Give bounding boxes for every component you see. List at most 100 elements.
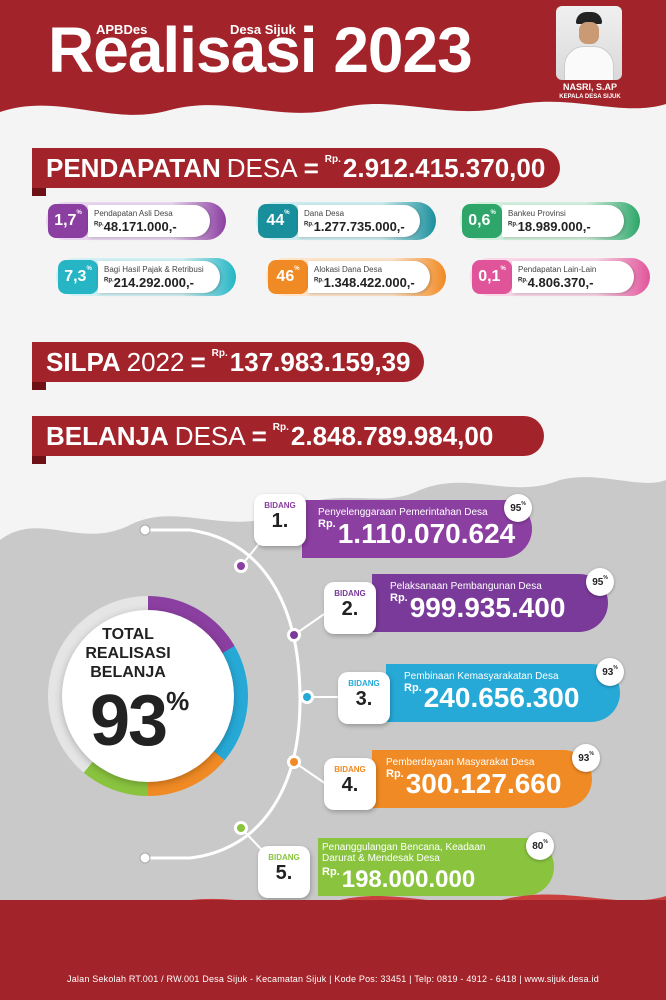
- bidang-number-badge: BIDANG 1.: [254, 494, 306, 546]
- belanja-equals: =: [251, 420, 267, 451]
- income-card: 0,6% Bankeu Provinsi Rp.18.989.000,-: [460, 202, 640, 240]
- bidang-number-badge: BIDANG 3.: [338, 672, 390, 724]
- silpa-banner: SILPA 2022 = Rp. 137.983.159,39: [32, 342, 424, 382]
- bidang-percent: 95%: [504, 494, 532, 522]
- income-card-body: Pendapatan Asli Desa Rp.48.171.000,-: [88, 205, 210, 237]
- belanja-amount: 2.848.789.984,00: [290, 420, 494, 451]
- income-card: 7,3% Bagi Hasil Pajak & Retribusi Rp.214.2…: [56, 258, 236, 296]
- bidang-amount: Rp.240.656.300: [404, 682, 580, 713]
- bidang-number-badge: BIDANG 4.: [324, 758, 376, 810]
- belanja-label: BELANJA: [46, 420, 169, 451]
- income-value: Rp.1.348.422.000,-: [314, 275, 415, 290]
- bidang-number: 1.: [271, 510, 289, 532]
- banner-fold: [32, 380, 46, 390]
- bidang-name: Penyelenggaraan Pemerintahan Desa: [318, 507, 488, 518]
- bidang-number-badge: BIDANG 2.: [324, 582, 376, 634]
- bidang-item: BIDANG 4. Pemberdayaan Masyarakat Desa Rp.3…: [324, 744, 600, 810]
- income-label: Bagi Hasil Pajak & Retribusi: [104, 265, 204, 274]
- income-percent: 46%: [268, 260, 308, 294]
- income-card: 44% Dana Desa Rp.1.277.735.000,-: [256, 202, 436, 240]
- total-realisasi-label: TOTAL REALISASI BELANJA: [85, 626, 171, 681]
- bidang-name: Pembinaan Kemasyarakatan Desa: [404, 671, 559, 682]
- bidang-word: BIDANG: [264, 501, 296, 510]
- bidang-number: 5.: [275, 862, 293, 884]
- bidang-word: BIDANG: [348, 679, 380, 688]
- belanja-label-light: DESA: [174, 420, 246, 451]
- total-inner-circle: [62, 610, 234, 782]
- footer-band: [0, 900, 666, 1000]
- bidang-number: 2.: [341, 598, 359, 620]
- pendapatan-amount: 2.912.415.370,00: [342, 152, 546, 183]
- bidang-amount: Rp.1.110.070.624: [318, 518, 516, 549]
- income-value: Rp.214.292.000,-: [104, 275, 194, 290]
- bidang-percent: 95%: [586, 568, 614, 596]
- silpa-label: SILPA: [46, 346, 121, 377]
- income-percent: 0,1%: [472, 260, 512, 294]
- bidang-name: Pelaksanaan Pembangunan Desa: [390, 581, 542, 592]
- banner-fold: [32, 454, 46, 464]
- header-subtitle-apbdes: APBDes: [96, 22, 148, 37]
- bidang-number: 3.: [355, 688, 373, 710]
- income-value: Rp.18.989.000,-: [508, 219, 591, 234]
- income-percent: 1,7%: [48, 204, 88, 238]
- belanja-currency: Rp.: [272, 422, 289, 433]
- bidang-word: BIDANG: [268, 853, 300, 862]
- silpa-equals: =: [190, 346, 206, 377]
- bidang-bar: [372, 750, 592, 808]
- belanja-banner: BELANJA DESA = Rp. 2.848.789.984,00: [32, 416, 544, 456]
- bidang-item: BIDANG 1. Penyelenggaraan Pemerintahan Des…: [254, 494, 532, 558]
- income-card: 0,1% Pendapatan Lain-Lain Rp.4.806.370,-: [470, 258, 650, 296]
- bidang-percent: 80%: [526, 832, 554, 860]
- income-label: Bankeu Provinsi: [508, 209, 566, 218]
- income-card-body: Bankeu Provinsi Rp.18.989.000,-: [502, 205, 624, 237]
- total-realisasi-value: 93%: [90, 681, 189, 761]
- bidang-bar: [372, 574, 608, 632]
- pendapatan-banner: PENDAPATAN DESA = Rp. 2.912.415.370,00: [32, 148, 560, 188]
- village-head-role: KEPALA DESA SIJUK: [559, 94, 621, 100]
- income-percent: 0,6%: [462, 204, 502, 238]
- pendapatan-label: PENDAPATAN: [46, 152, 221, 183]
- header-wave-decoration: [0, 101, 666, 130]
- bidang-bar: [302, 500, 532, 558]
- silpa-amount: 137.983.159,39: [229, 346, 411, 377]
- silpa-year: 2022: [126, 346, 185, 377]
- income-label: Pendapatan Lain-Lain: [518, 265, 597, 274]
- income-value: Rp.1.277.735.000,-: [304, 219, 405, 234]
- bidang-word: BIDANG: [334, 589, 366, 598]
- income-percent: 7,3%: [58, 260, 98, 294]
- pendapatan-equals: =: [303, 152, 319, 183]
- bidang-number: 4.: [341, 774, 359, 796]
- bidang-amount: Rp.300.127.660: [386, 768, 562, 799]
- footer-contact: Jalan Sekolah RT.001 / RW.001 Desa Sijuk…: [67, 974, 599, 984]
- income-card-body: Pendapatan Lain-Lain Rp.4.806.370,-: [512, 261, 634, 293]
- bidang-word: BIDANG: [334, 765, 366, 774]
- village-head-name: NASRI, S.AP: [562, 82, 617, 92]
- bidang-percent: 93%: [596, 658, 624, 686]
- bidang-bar: [318, 838, 554, 896]
- header-banner: [0, 0, 666, 130]
- village-head-photo: [556, 6, 622, 80]
- pendapatan-currency: Rp.: [324, 154, 341, 165]
- income-card: 46% Alokasi Dana Desa Rp.1.348.422.000,-: [266, 258, 446, 296]
- income-card-body: Alokasi Dana Desa Rp.1.348.422.000,-: [308, 261, 430, 293]
- income-card: 1,7% Pendapatan Asli Desa Rp.48.171.000,-: [46, 202, 226, 240]
- banner-fold: [32, 186, 46, 196]
- bidang-item: BIDANG 2. Pelaksanaan Pembangunan Desa Rp.9…: [324, 568, 614, 634]
- income-label: Alokasi Dana Desa: [314, 265, 383, 274]
- silpa-currency: Rp.: [211, 348, 228, 359]
- page-title: Realisasi 2023: [48, 14, 473, 86]
- bidang-name: Penanggulangan Bencana, Keadaan Darurat …: [322, 842, 486, 864]
- header-subtitle-village: Desa Sijuk: [230, 22, 296, 37]
- bidang-item: BIDANG 5. Penanggulangan Bencana, Keadaan …: [258, 832, 554, 898]
- bidang-number-badge: BIDANG 5.: [258, 846, 310, 898]
- income-label: Pendapatan Asli Desa: [94, 209, 173, 218]
- income-percent: 44%: [258, 204, 298, 238]
- income-label: Dana Desa: [304, 209, 345, 218]
- bidang-bar: [386, 664, 620, 722]
- income-value: Rp.48.171.000,-: [94, 219, 177, 234]
- bidang-amount: Rp.999.935.400: [390, 592, 566, 623]
- bidang-name: Pemberdayaan Masyarakat Desa: [386, 757, 535, 768]
- income-card-body: Bagi Hasil Pajak & Retribusi Rp.214.292.0…: [98, 261, 220, 293]
- income-card-body: Dana Desa Rp.1.277.735.000,-: [298, 205, 420, 237]
